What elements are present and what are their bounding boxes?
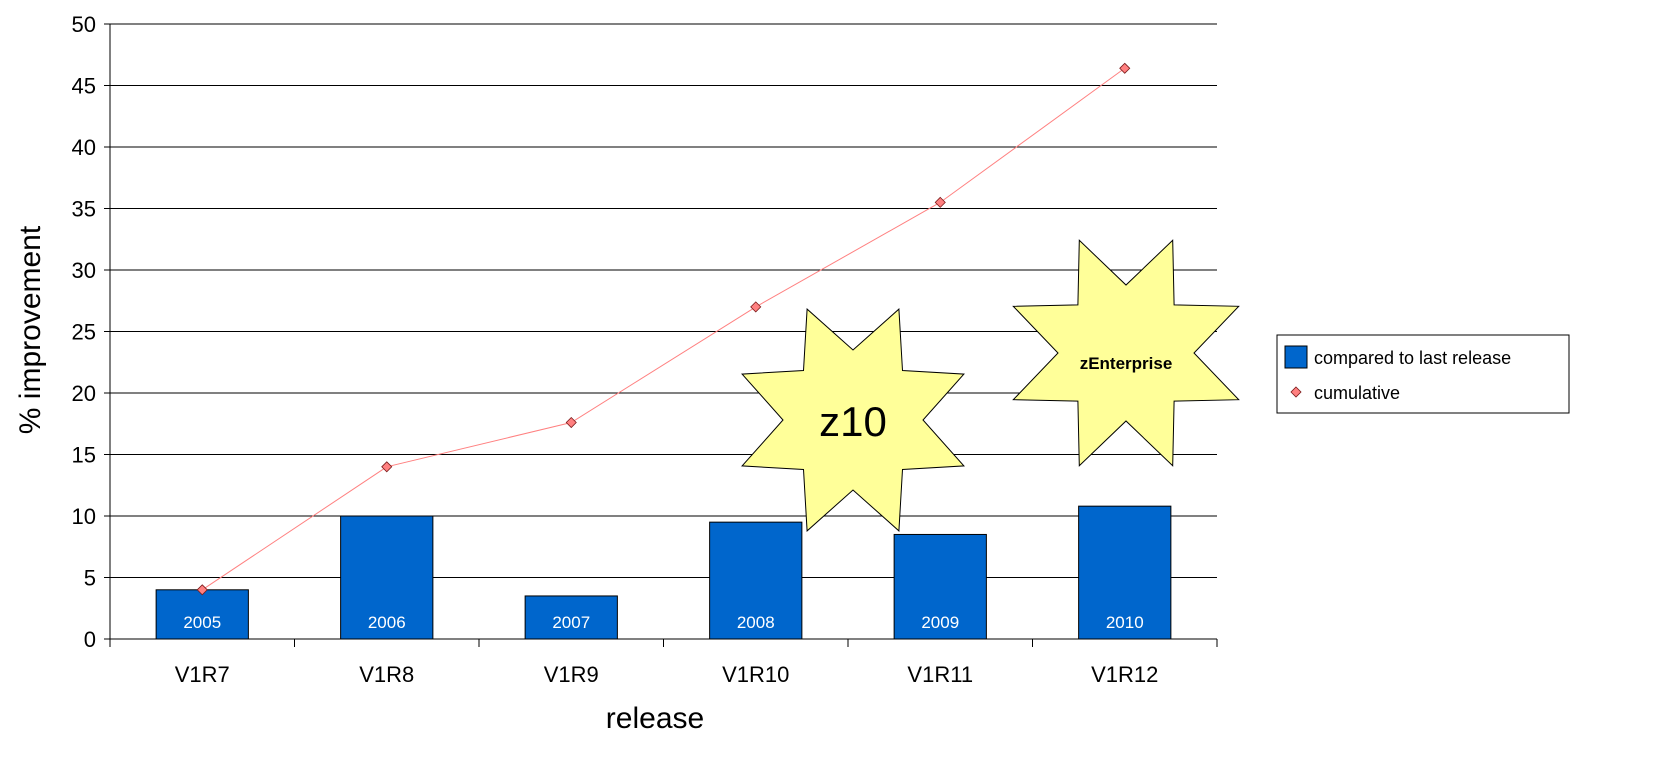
y-tick-label: 45 — [72, 74, 96, 99]
x-tick-label: V1R8 — [359, 662, 414, 687]
x-tick-label: V1R12 — [1091, 662, 1158, 687]
y-tick-label: 25 — [72, 320, 96, 345]
z10-label: z10 — [819, 398, 887, 445]
x-axis-title: release — [606, 702, 704, 735]
line-series — [196, 62, 1131, 596]
bar-label: 2005 — [183, 613, 221, 632]
y-tick-label: 20 — [72, 381, 96, 406]
legend-swatch-diamond — [1290, 386, 1302, 398]
legend-box — [1276, 334, 1570, 414]
x-tick-label: V1R7 — [175, 662, 230, 687]
bar — [709, 521, 803, 640]
legend-swatch-bar — [1284, 345, 1308, 369]
bar-label: 2007 — [552, 613, 590, 632]
zenterprise-label: zEnterprise — [1080, 354, 1173, 373]
y-tick-label: 35 — [72, 197, 96, 222]
y-tick-label: 40 — [72, 135, 96, 160]
bar-series: 2005 2006 2007 2008 2009 2010 — [155, 505, 1172, 640]
cumulative-point — [1119, 62, 1131, 74]
bar — [893, 533, 987, 640]
cumulative-line — [201, 67, 1126, 591]
axes: 0 5 10 15 20 25 30 35 40 45 50 V1R7 V1R8 V1R9 V1R10 V1R… — [72, 12, 1218, 687]
x-tick-label: V1R11 — [907, 662, 973, 687]
bar-label: 2006 — [368, 613, 406, 632]
cumulative-point — [565, 416, 577, 429]
y-tick-label: 5 — [84, 566, 96, 591]
bar — [340, 515, 434, 640]
y-tick-label: 0 — [84, 627, 96, 652]
x-tick-label: V1R10 — [722, 662, 789, 687]
y-tick-label: 30 — [72, 258, 96, 283]
cumulative-point — [750, 301, 762, 313]
cumulative-point — [381, 461, 393, 473]
zenterprise-star-shape — [1012, 239, 1240, 467]
legend: compared to last release cumulative — [1276, 334, 1570, 414]
star-annotation-zenterprise: zEnterprise — [1012, 239, 1240, 467]
bar-label: 2009 — [921, 613, 959, 632]
cumulative-point — [934, 196, 946, 208]
gridlines — [110, 23, 1217, 578]
bar-label: 2008 — [737, 613, 775, 632]
y-tick-label: 15 — [72, 443, 96, 468]
legend-label-bar: compared to last release — [1314, 348, 1511, 368]
y-axis-title: % improvement — [14, 225, 47, 434]
y-tick-label: 50 — [72, 12, 96, 37]
x-tick-label: V1R9 — [544, 662, 599, 687]
z10-star-shape — [741, 308, 965, 532]
cumulative-point — [196, 584, 208, 596]
bar-label: 2010 — [1106, 613, 1144, 632]
legend-label-line: cumulative — [1314, 383, 1400, 403]
y-tick-label: 10 — [72, 504, 96, 529]
bar — [1078, 505, 1172, 640]
star-annotation-z10: z10 — [741, 308, 965, 532]
